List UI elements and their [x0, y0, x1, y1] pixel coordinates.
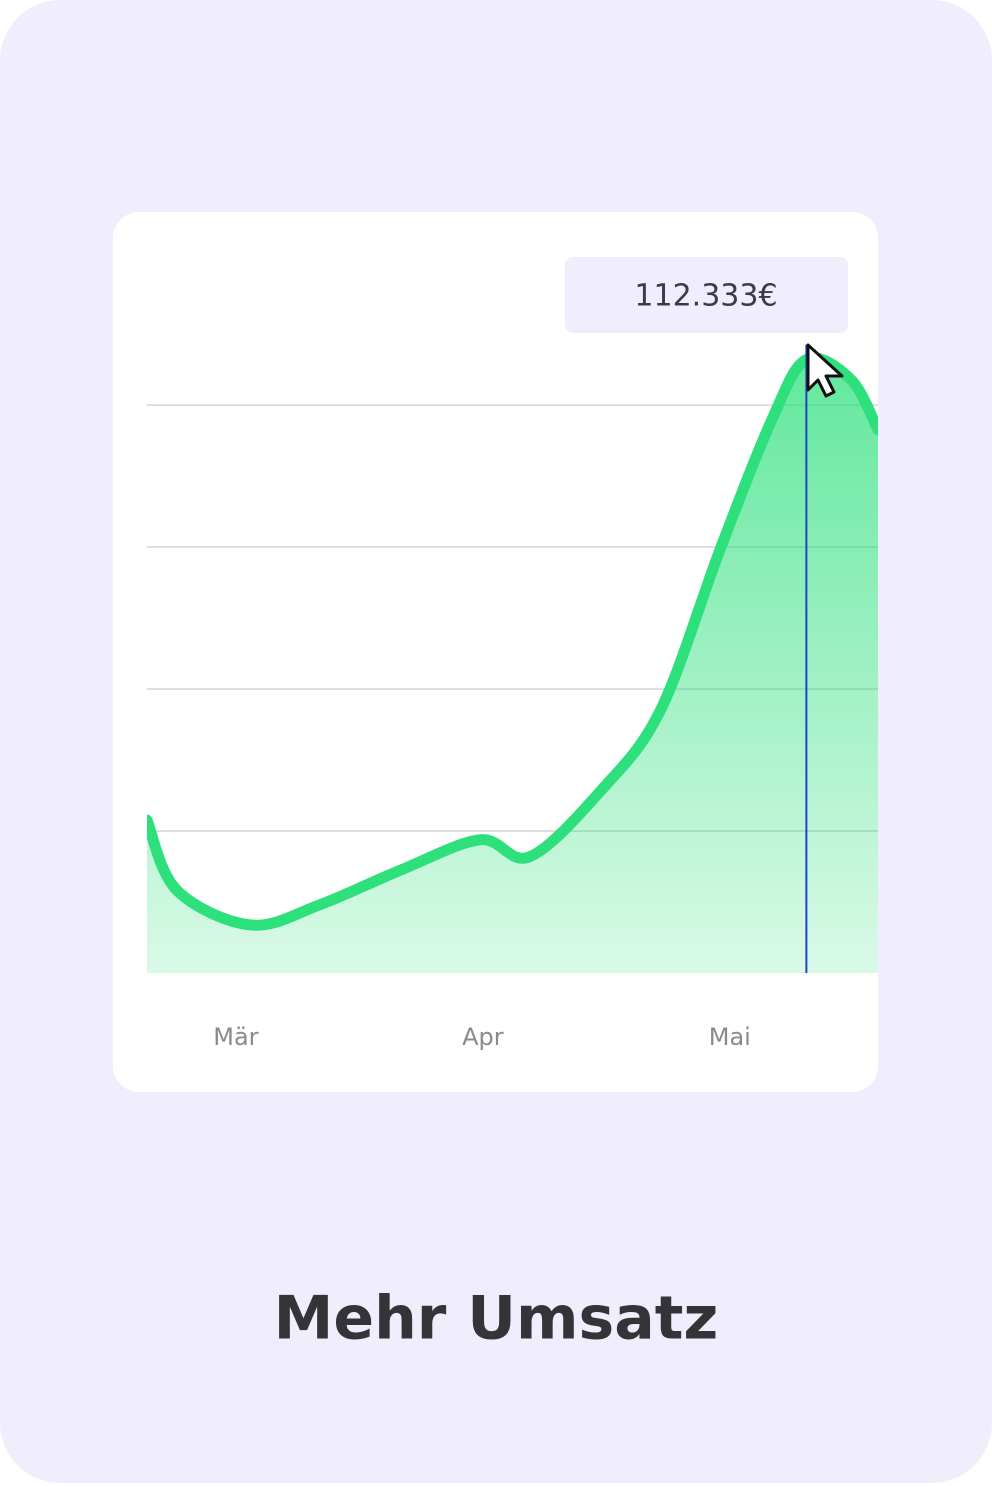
line	[147, 352, 878, 931]
x-tick-label: Apr	[462, 1023, 504, 1051]
cursor	[806, 343, 844, 398]
labels: Mär Apr Mai 112.333€	[213, 279, 777, 1052]
tooltip-value: 112.333€	[634, 279, 777, 314]
plot	[147, 344, 878, 973]
x-tick-label: Mai	[709, 1023, 751, 1051]
area	[147, 357, 878, 973]
chart-title: Mehr Umsatz	[274, 1284, 719, 1354]
x-tick-label: Mär	[213, 1023, 258, 1051]
tooltip-box	[565, 257, 848, 333]
